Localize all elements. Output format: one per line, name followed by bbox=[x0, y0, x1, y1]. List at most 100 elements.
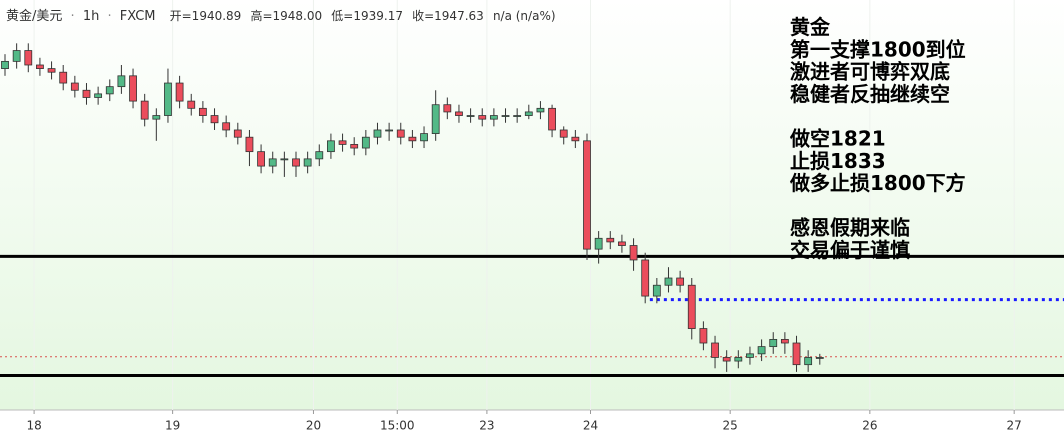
x-tick-label: 23 bbox=[479, 419, 494, 433]
annotation-line: 黄金 bbox=[790, 15, 831, 39]
candle-body bbox=[129, 75, 137, 102]
candle-body bbox=[117, 75, 126, 88]
separator: · bbox=[71, 9, 75, 24]
candle-body bbox=[303, 158, 312, 167]
annotation-line: 交易偏于谨慎 bbox=[790, 238, 910, 262]
candle-body bbox=[1, 60, 9, 70]
x-tick-label: 26 bbox=[862, 419, 877, 433]
candle-body bbox=[536, 107, 545, 113]
candle-body bbox=[82, 89, 91, 98]
source: FXCM bbox=[120, 9, 156, 24]
candle-body bbox=[268, 158, 277, 167]
x-tick-label: 20 bbox=[306, 419, 321, 433]
annotation-line: 做多止损1800下方 bbox=[789, 171, 966, 195]
candle-body bbox=[245, 136, 254, 153]
candle-body bbox=[583, 140, 591, 250]
x-tick-label: 19 bbox=[165, 419, 180, 433]
candle-body bbox=[746, 353, 754, 358]
annotation-line: 稳健者反抽继续空 bbox=[790, 82, 950, 106]
candle-body bbox=[629, 245, 638, 261]
candle-body bbox=[455, 111, 463, 116]
candle-body bbox=[280, 158, 289, 161]
high-label: 高=1948.00 bbox=[250, 8, 322, 23]
candle-body bbox=[501, 115, 510, 117]
interval: 1h bbox=[83, 9, 100, 24]
x-tick-label: 25 bbox=[723, 419, 738, 433]
candle-body bbox=[373, 129, 382, 138]
open-label: 开=1940.89 bbox=[170, 9, 242, 23]
candle-body bbox=[140, 100, 149, 120]
candle-body bbox=[606, 237, 615, 243]
candle-body bbox=[350, 144, 359, 149]
candle-body bbox=[327, 140, 335, 153]
candle-body bbox=[804, 357, 813, 366]
change-label: n/a (n/a%) bbox=[493, 9, 556, 23]
candle-body bbox=[420, 133, 428, 142]
candle-body bbox=[466, 115, 475, 117]
candle-body bbox=[105, 86, 114, 95]
candle-body bbox=[780, 338, 789, 344]
candle-body bbox=[361, 136, 370, 149]
candle-body bbox=[12, 50, 21, 62]
candle-body bbox=[315, 151, 324, 160]
candle-body bbox=[94, 93, 103, 98]
candle-body bbox=[257, 151, 265, 167]
candle-body bbox=[478, 115, 487, 120]
candle-body bbox=[513, 115, 522, 117]
close-label: 收=1947.63 bbox=[412, 9, 484, 23]
candle-body bbox=[233, 129, 242, 138]
candle-body bbox=[431, 104, 440, 134]
candle-body bbox=[687, 284, 696, 329]
candle-body bbox=[222, 122, 231, 131]
candle-body bbox=[757, 346, 766, 355]
annotation-line: 止损1833 bbox=[790, 149, 886, 173]
candle-body bbox=[711, 342, 719, 358]
candle-body bbox=[47, 68, 56, 73]
annotation-line: 感恩假期来临 bbox=[790, 216, 910, 240]
candle-body bbox=[59, 71, 68, 84]
candle-body bbox=[187, 100, 196, 109]
plot-background bbox=[0, 0, 1064, 410]
candle-body bbox=[292, 158, 300, 167]
candle-body bbox=[594, 237, 603, 250]
candle-body bbox=[198, 107, 207, 116]
candle-body bbox=[524, 111, 533, 116]
candle-body bbox=[385, 129, 394, 132]
candle-body bbox=[175, 82, 184, 102]
separator: · bbox=[107, 9, 111, 24]
candle-body bbox=[408, 136, 417, 142]
candle-body bbox=[548, 107, 556, 131]
candle-body bbox=[769, 338, 778, 348]
header: 黄金/美元 · 1h · FXCM 开=1940.89 高=1948.00 低=… bbox=[6, 8, 556, 24]
x-tick-label: 27 bbox=[1007, 419, 1022, 433]
candle-body bbox=[70, 82, 79, 91]
candle-body bbox=[338, 140, 347, 145]
x-tick-label: 24 bbox=[583, 419, 598, 433]
candle-body bbox=[815, 357, 824, 359]
candle-body bbox=[699, 328, 708, 344]
candle-body bbox=[396, 129, 405, 138]
candle-body bbox=[676, 277, 685, 286]
symbol: 黄金/美元 bbox=[6, 8, 62, 24]
annotation-line: 第一支撑1800到位 bbox=[790, 37, 966, 61]
x-tick-label: 18 bbox=[26, 419, 41, 433]
candle-body bbox=[489, 115, 498, 120]
candle-body bbox=[443, 104, 452, 113]
candle-body bbox=[571, 136, 580, 142]
candle-body bbox=[734, 357, 743, 362]
low-label: 低=1939.17 bbox=[331, 9, 403, 23]
candle-body bbox=[24, 50, 33, 66]
candle-body bbox=[664, 277, 673, 286]
candle-body bbox=[152, 115, 161, 120]
candle-body bbox=[36, 64, 44, 70]
x-tick-label: 15:00 bbox=[380, 419, 415, 433]
candle-body bbox=[722, 357, 731, 362]
candle-body bbox=[618, 241, 626, 246]
annotation-line: 做空1821 bbox=[789, 127, 886, 151]
annotation-line: 激进者可博弈双底 bbox=[790, 60, 950, 84]
candle-body bbox=[641, 259, 650, 297]
candle-body bbox=[559, 129, 568, 138]
candle-body bbox=[792, 342, 801, 366]
